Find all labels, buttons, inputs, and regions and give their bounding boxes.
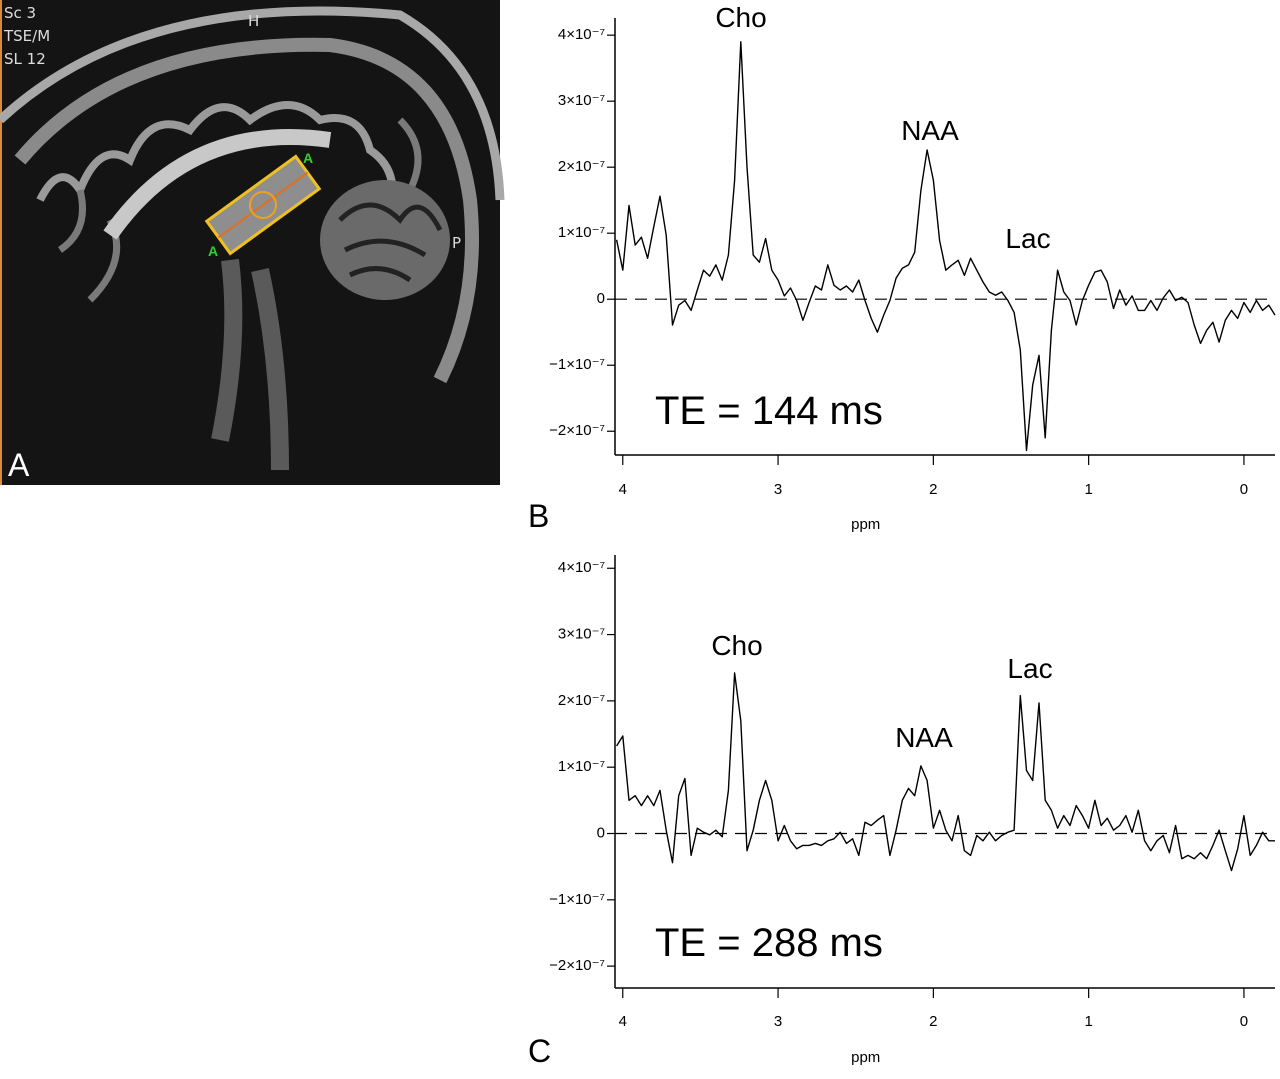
voxel: [204, 154, 322, 256]
panel-label: A: [8, 447, 30, 483]
x-tick-label: 4: [619, 481, 627, 498]
y-tick-label: 2×10⁻⁷: [558, 692, 605, 709]
y-tick-label: −2×10⁻⁷: [549, 422, 605, 439]
brainstem: [211, 258, 289, 471]
y-tick-label: 4×10⁻⁷: [558, 26, 605, 43]
x-tick-label: 2: [929, 481, 937, 498]
y-tick-label: 1×10⁻⁷: [558, 758, 605, 775]
peak-label: NAA: [895, 722, 953, 753]
x-tick-label: 1: [1084, 481, 1092, 498]
corpus-callosum: [103, 129, 332, 240]
y-tick-label: 3×10⁻⁷: [558, 92, 605, 109]
scan-label: SL 12: [4, 50, 46, 68]
folia: [338, 202, 443, 283]
x-tick-label: 0: [1240, 481, 1248, 498]
y-tick-label: 0: [597, 824, 605, 841]
y-tick-label: −1×10⁻⁷: [549, 356, 605, 373]
y-tick-label: 0: [597, 290, 605, 307]
gyri: [36, 101, 397, 211]
peak-label: Lac: [1007, 653, 1052, 684]
y-tick-label: 4×10⁻⁷: [558, 559, 605, 576]
orientation-label: P: [452, 234, 461, 252]
panel-label: C: [528, 1033, 551, 1069]
x-tick-label: 3: [774, 481, 782, 498]
peak-label: Cho: [711, 630, 762, 661]
x-tick-label: 4: [619, 1013, 627, 1030]
skull: [0, 6, 505, 201]
x-tick-label: 1: [1084, 1013, 1092, 1030]
scan-label: TSE/M: [3, 27, 50, 45]
voxel-label: A: [208, 243, 218, 259]
cortex: [14, 37, 479, 384]
x-tick-label: 0: [1240, 1013, 1248, 1030]
y-tick-label: −1×10⁻⁷: [549, 891, 605, 908]
orientation-label: H: [248, 12, 259, 30]
condition-label: TE = 144 ms: [655, 389, 883, 433]
x-axis-label: ppm: [851, 516, 880, 533]
peak-label: Cho: [715, 2, 766, 33]
panel-label: B: [528, 498, 549, 534]
y-tick-label: −2×10⁻⁷: [549, 957, 605, 974]
peak-label: Lac: [1005, 223, 1050, 254]
voxel-label: A: [303, 150, 313, 166]
y-tick-label: 1×10⁻⁷: [558, 224, 605, 241]
condition-label: TE = 288 ms: [655, 921, 883, 965]
x-tick-label: 3: [774, 1013, 782, 1030]
x-tick-label: 2: [929, 1013, 937, 1030]
voxel-axis: [217, 171, 309, 239]
spectrum-line: [616, 672, 1275, 872]
voxel-center: [249, 191, 277, 219]
spectrum-line: [615, 41, 1276, 452]
y-tick-label: 2×10⁻⁷: [558, 158, 605, 175]
peak-label: NAA: [901, 115, 959, 146]
scan-label: Sc 3: [4, 4, 36, 22]
mri-image: Sc 3 TSE/M SL 12 H P A A A: [0, 0, 505, 485]
y-tick-label: 3×10⁻⁷: [558, 626, 605, 643]
x-axis-label: ppm: [851, 1049, 880, 1066]
